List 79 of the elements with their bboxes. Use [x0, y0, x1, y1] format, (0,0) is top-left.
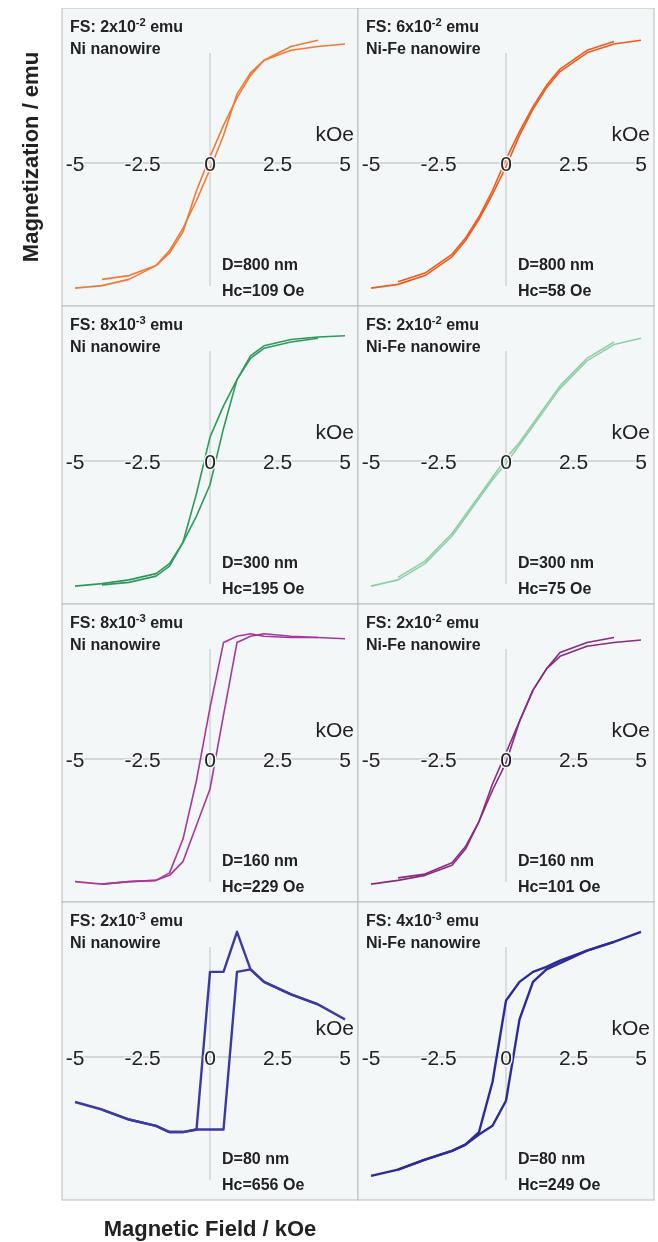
x-tick-label: 2.5 [558, 1045, 589, 1069]
x-tick-label: -2.5 [124, 449, 161, 473]
text: FS: 2x10$^{-2}$ emu [366, 612, 480, 631]
x-tick-label: 0 [500, 449, 512, 473]
x-tick-label: 5 [339, 747, 351, 771]
x-tick-label: 5 [339, 1045, 351, 1069]
x-tick-label: -2.5 [124, 747, 161, 771]
annotation: Ni-Fe nanowire [366, 40, 481, 57]
annotation: Hc=75 Oe [518, 580, 592, 597]
text: FS: 6x10$^{-2}$ emu [366, 16, 480, 35]
annotation: Ni nanowire [70, 636, 161, 653]
x-tick-label: 0 [204, 1045, 216, 1069]
annotation: Hc=101 Oe [518, 878, 601, 895]
x-tick-label: 5 [635, 151, 647, 175]
x-tick-label: -2.5 [420, 449, 457, 473]
x-tick-label: 5 [635, 747, 647, 771]
text: FS: 8x10$^{-3}$ emu [70, 612, 184, 631]
text: Magnetic Field / kOe [103, 1216, 317, 1241]
x-tick-label: -2.5 [124, 151, 161, 175]
text: D=80 nm [222, 1150, 290, 1167]
annotation: D=300 nm [222, 554, 299, 571]
x-tick-label: -2.5 [420, 151, 457, 175]
x-axis-title: kOe [611, 1015, 650, 1039]
x-tick-label: -5 [65, 151, 85, 175]
x-tick-label: -5 [361, 151, 381, 175]
x-tick-label: 2.5 [558, 151, 589, 175]
x-tick-label: 2.5 [262, 1045, 293, 1069]
x-tick-label: 5 [635, 1045, 647, 1069]
annotation: D=160 nm [518, 852, 595, 869]
annotation: Hc=229 Oe [222, 878, 305, 895]
annotation: D=800 nm [518, 256, 595, 273]
x-tick-label: 2.5 [262, 151, 293, 175]
x-tick-label: -5 [65, 1045, 85, 1069]
text: FS: 2x10$^{-3}$ emu [70, 910, 184, 929]
x-tick-label: 2.5 [262, 747, 293, 771]
x-axis-title: kOe [315, 121, 354, 145]
annotation: Ni nanowire [70, 338, 161, 355]
x-axis-title: kOe [611, 419, 650, 443]
x-tick-label: 5 [339, 449, 351, 473]
x-tick-label: -5 [361, 747, 381, 771]
x-axis-title: kOe [611, 717, 650, 741]
text: FS: 4x10$^{-3}$ emu [366, 910, 480, 929]
text: Hc=249 Oe [518, 1176, 601, 1193]
x-axis-title: kOe [315, 419, 354, 443]
annotation: D=800 nm [222, 256, 299, 273]
annotation: Ni-Fe nanowire [366, 338, 481, 355]
x-tick-label: 2.5 [558, 449, 589, 473]
y-axis-title: Magnetization / emu [18, 51, 43, 263]
x-tick-label: 0 [500, 1045, 512, 1069]
x-tick-label: 2.5 [558, 747, 589, 771]
annotation: D=160 nm [222, 852, 299, 869]
text: Hc=656 Oe [222, 1176, 305, 1193]
x-axis-title: kOe [315, 717, 354, 741]
annotation: Ni-Fe nanowire [366, 934, 481, 951]
annotation: Hc=109 Oe [222, 282, 305, 299]
x-tick-label: 0 [204, 747, 216, 771]
annotation: Ni-Fe nanowire [366, 636, 481, 653]
x-tick-label: -2.5 [420, 747, 457, 771]
x-tick-label: -2.5 [420, 1045, 457, 1069]
annotation: D=300 nm [518, 554, 595, 571]
annotation: Ni nanowire [70, 40, 161, 57]
x-axis-title: kOe [611, 121, 650, 145]
x-tick-label: 2.5 [262, 449, 293, 473]
x-tick-label: -5 [361, 449, 381, 473]
x-tick-label: 0 [204, 449, 216, 473]
x-axis-title: kOe [315, 1015, 354, 1039]
x-tick-label: 5 [635, 449, 647, 473]
text: FS: 2x10$^{-2}$ emu [366, 314, 480, 333]
annotation: D=80 nm [518, 1150, 586, 1167]
x-tick-label: -5 [361, 1045, 381, 1069]
x-tick-label: -5 [65, 449, 85, 473]
annotation: Hc=195 Oe [222, 580, 305, 597]
annotation: Ni nanowire [70, 934, 161, 951]
x-tick-label: -2.5 [124, 1045, 161, 1069]
x-tick-label: 5 [339, 151, 351, 175]
annotation: Hc=58 Oe [518, 282, 592, 299]
text: FS: 8x10$^{-3}$ emu [70, 314, 184, 333]
x-tick-label: -5 [65, 747, 85, 771]
text: FS: 2x10$^{-2}$ emu [70, 16, 184, 35]
